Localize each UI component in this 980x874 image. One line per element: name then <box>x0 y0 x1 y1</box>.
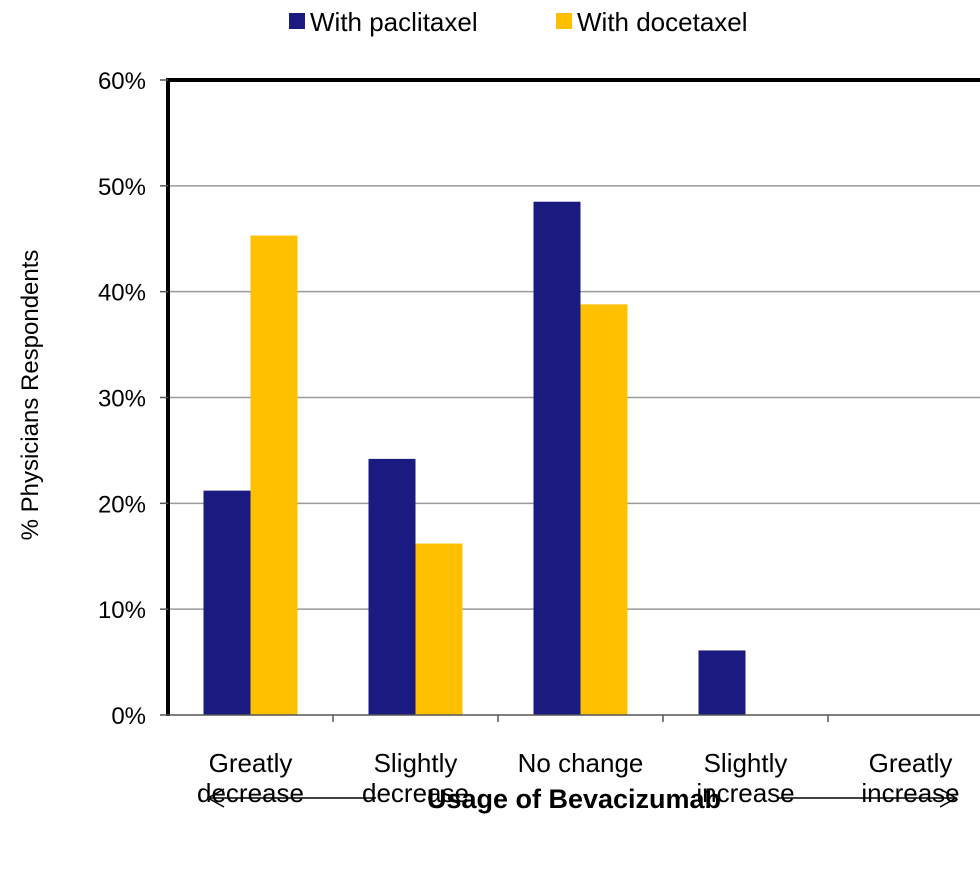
y-tick-label: 40% <box>98 280 146 307</box>
y-axis-label: % Physicians Respondents <box>17 250 44 541</box>
y-tick-label: 10% <box>98 597 146 624</box>
x-axis-title-group: Usage of Bevacizumab <box>206 784 958 814</box>
right-arrow-head <box>939 788 958 808</box>
x-category-label: Slightly increase <box>696 748 794 808</box>
bars <box>203 201 746 716</box>
x-axis-label: Usage of Bevacizumab <box>427 784 721 814</box>
bar-paclitaxel <box>203 490 251 715</box>
left-arrow-head <box>206 788 225 808</box>
bar-paclitaxel <box>368 458 416 715</box>
bar-paclitaxel <box>698 650 746 715</box>
y-tick-label: 20% <box>98 491 146 518</box>
legend-swatch <box>556 13 572 29</box>
legend-label: With docetaxel <box>577 7 748 37</box>
x-category-label: Greatly increase <box>861 748 959 808</box>
x-category-label: Slightly decrease <box>362 748 469 808</box>
legend: With paclitaxel With docetaxel <box>289 7 748 37</box>
legend-label: With paclitaxel <box>310 7 478 37</box>
bar-docetaxel <box>580 304 628 715</box>
y-tick-label: 0% <box>111 703 146 730</box>
x-category-label: Greatly decrease <box>197 748 304 808</box>
bar-paclitaxel <box>533 201 581 716</box>
x-category-label: No change <box>518 748 644 778</box>
bar-docetaxel <box>250 235 298 715</box>
y-axis-ticks: 0% 10% 20% 30% 40% 50% 60% <box>98 68 168 730</box>
bar-docetaxel <box>415 543 463 715</box>
x-axis-categories: Greatly decrease Slightly decrease No change… <box>197 748 960 808</box>
y-tick-label: 60% <box>98 68 146 95</box>
y-tick-label: 30% <box>98 386 146 413</box>
y-tick-label: 50% <box>98 174 146 201</box>
legend-swatch <box>289 13 305 29</box>
